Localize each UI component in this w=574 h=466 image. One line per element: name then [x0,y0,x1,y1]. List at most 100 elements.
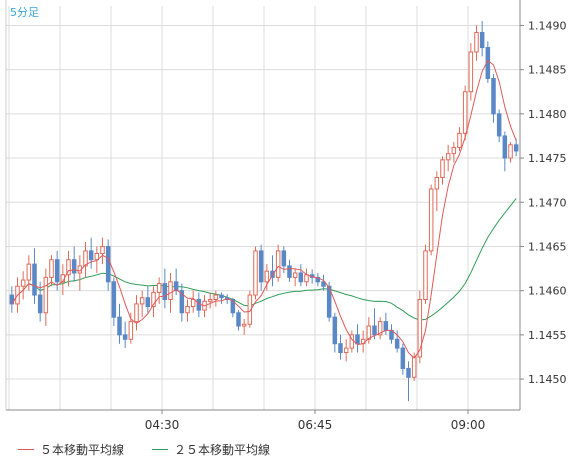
candle-body [49,259,54,278]
candle-body [338,343,343,354]
y-tick-label: 1.1490 [528,19,567,32]
legend-label-ma25: ２５本移動平均線 [174,443,271,457]
candle-body [219,294,224,299]
candle-body [479,32,485,49]
candle-layer [9,21,519,402]
candle-body [241,323,247,327]
candle-body [377,321,383,336]
candle-body [394,338,400,349]
legend: ５本移動平均線 ２５本移動平均線 [0,434,574,462]
ma5-line [11,59,517,359]
candle-body [462,91,468,134]
candle-body [100,245,105,255]
candle-body [292,272,298,278]
candle-body [117,316,122,336]
candle-body [88,250,94,261]
candle-body [343,347,349,354]
candle-body [270,270,275,278]
candle-body [400,347,406,369]
x-tick-label: 09:00 [451,418,486,432]
candle-body [66,259,71,276]
candle-body [32,263,37,296]
candle-body [496,113,502,137]
ma25-line [11,198,517,321]
candle-body [111,281,117,318]
candle-body [128,321,134,340]
candle-body [281,250,287,267]
candle-body [156,283,162,293]
legend-swatch-ma5 [18,449,34,450]
candle-body [145,297,151,308]
candle-body [54,259,60,283]
legend-swatch-ma25 [152,449,168,450]
candle-body [355,334,360,345]
y-tick-label: 1.1450 [528,373,567,386]
candle-body [372,325,377,336]
axis-layer: 1.1450 1.1455 1.1460 1.1465 1.1470 1.1475 1.14… [5,0,567,432]
candle-body [304,274,309,283]
y-tick-label: 1.1455 [528,329,567,342]
candle-body [162,283,168,300]
ma5-layer [11,59,517,359]
timeframe-label: 5分足 [10,6,39,19]
candle-body [321,281,326,287]
candle-body [366,325,372,340]
candle-body [213,294,219,300]
candle-body [326,285,332,318]
candle-body [440,159,445,179]
y-tick-label: 1.1465 [528,240,567,253]
candle-body [332,316,338,345]
y-tick-label: 1.1480 [528,108,567,121]
candle-body [236,312,241,327]
candle-body [264,270,270,283]
y-tick-label: 1.1475 [528,152,567,165]
candle-body [94,253,100,261]
candle-body [423,250,428,300]
candle-body [258,250,264,283]
legend-item-ma5: ５本移動平均線 [18,441,124,458]
candle-body [451,146,457,155]
y-tick-label: 1.1470 [528,196,567,209]
candle-body [247,294,253,325]
candle-body [139,297,145,305]
x-tick-label: 04:30 [145,418,180,432]
grid-layer [6,6,520,410]
candle-body [298,272,304,283]
candle-body [179,290,185,314]
candle-body [287,265,292,278]
candle-body [26,263,32,281]
candle-body [474,32,479,53]
candle-body [168,281,173,300]
candle-body [411,356,417,378]
candle-body [406,367,411,378]
candle-body [502,135,508,159]
candle-body [190,298,196,308]
candle-body [134,303,139,323]
legend-label-ma5: ５本移動平均線 [40,443,125,457]
candle-body [230,298,236,314]
candle-body [513,144,519,152]
candle-body [491,77,496,115]
candle-body [428,188,434,252]
candle-body [383,321,389,331]
candle-body [43,276,49,314]
candle-body [445,153,451,161]
candle-body [122,334,128,340]
candle-body [20,279,26,287]
candle-body [83,250,88,267]
candle-body [468,51,474,93]
candle-body [207,298,213,302]
candle-body [508,144,513,159]
candle-body [173,281,179,292]
candle-body [275,250,281,278]
candle-body [457,132,462,148]
candle-body [37,294,43,314]
candle-body [434,177,440,190]
legend-item-ma25: ２５本移動平均線 [152,441,270,458]
candle-body [417,298,423,358]
candle-body [151,291,156,308]
ma25-layer [11,198,517,321]
y-tick-label: 1.1485 [528,64,567,77]
